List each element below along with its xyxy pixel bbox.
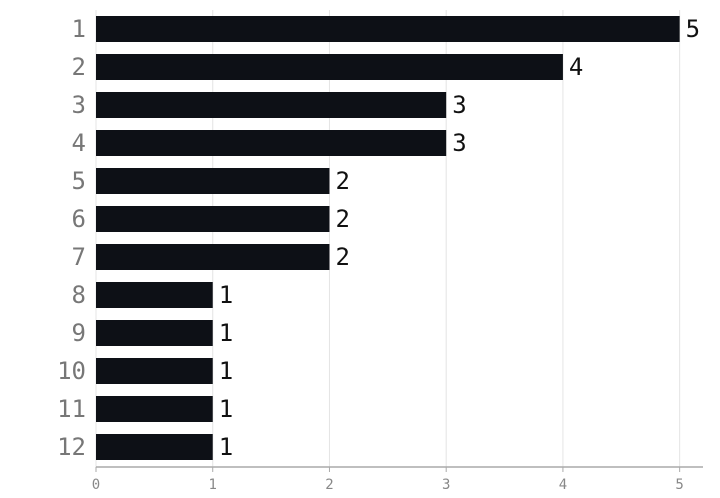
y-tick-label: 4	[72, 129, 86, 157]
bar	[96, 206, 330, 232]
value-label: 4	[569, 53, 583, 81]
y-tick-label: 5	[72, 167, 86, 195]
value-label: 3	[452, 129, 466, 157]
bar	[96, 396, 213, 422]
value-label: 1	[219, 433, 233, 461]
x-tick-label: 0	[92, 477, 100, 493]
x-tick-label: 3	[442, 477, 450, 493]
y-tick-label: 6	[72, 205, 86, 233]
value-label: 2	[335, 243, 349, 271]
value-label: 2	[335, 167, 349, 195]
y-tick-label: 8	[72, 281, 86, 309]
value-label: 1	[219, 357, 233, 385]
value-label: 1	[219, 395, 233, 423]
bar	[96, 244, 330, 270]
bar	[96, 168, 330, 194]
y-tick-label: 2	[72, 53, 86, 81]
value-label: 1	[219, 281, 233, 309]
bar	[96, 358, 213, 384]
x-tick-label: 4	[559, 477, 567, 493]
bar	[96, 130, 447, 156]
y-tick-label: 11	[57, 395, 86, 423]
y-tick-label: 3	[72, 91, 86, 119]
x-tick-label: 5	[675, 477, 683, 493]
bar	[96, 16, 680, 42]
y-tick-label: 12	[57, 433, 86, 461]
bar	[96, 92, 447, 118]
value-label: 2	[335, 205, 349, 233]
value-label: 5	[686, 15, 700, 43]
value-label: 3	[452, 91, 466, 119]
y-tick-label: 1	[72, 15, 86, 43]
y-tick-label: 10	[57, 357, 86, 385]
y-tick-label: 7	[72, 243, 86, 271]
bar	[96, 54, 563, 80]
value-label: 1	[219, 319, 233, 347]
bar	[96, 320, 213, 346]
x-tick-label: 2	[325, 477, 333, 493]
bar	[96, 282, 213, 308]
bar	[96, 434, 213, 460]
y-tick-label: 9	[72, 319, 86, 347]
x-tick-label: 1	[209, 477, 217, 493]
